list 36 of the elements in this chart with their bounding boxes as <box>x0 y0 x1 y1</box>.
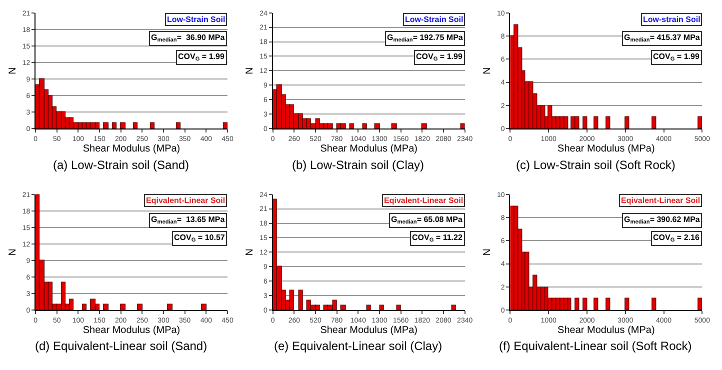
y-axis-title: N <box>482 67 493 74</box>
x-axis-title: Shear Modulus (MPa) <box>558 324 655 336</box>
text: (a) Low-Strain soil (Sand) <box>53 158 190 172</box>
annotation: Eqivalent-Linear Soil <box>621 196 700 205</box>
x-axis-title: Shear Modulus (MPa) <box>558 143 655 154</box>
x-axis-title: Shear Modulus (MPa) <box>320 143 418 154</box>
y-axis-title: N <box>7 67 18 74</box>
text: (b) Low-Strain soil (Clay) <box>292 158 424 172</box>
y-axis-title: N <box>7 248 18 256</box>
annotation: Eqivalent-Linear Soil <box>384 196 464 205</box>
text: (c) Low-Strain soil (Soft Rock) <box>516 158 676 172</box>
text: (d) Equivalent-Linear soil (Sand) <box>35 339 208 353</box>
x-axis-title: Shear Modulus (MPa) <box>82 324 180 336</box>
annotation: G$_{median}$= 65.08 MPa <box>391 215 463 226</box>
text: (e) Equivalent-Linear soil (Clay) <box>274 339 442 353</box>
text: (f) Equivalent-Linear soil (Soft Rock) <box>499 339 692 353</box>
annotation: COV$_{G}$ = 1.99 <box>653 52 700 63</box>
y-axis-title: N <box>244 67 256 74</box>
x-axis-title: Shear Modulus (MPa) <box>82 143 180 154</box>
annotation: Low-strain Soil <box>643 15 700 24</box>
annotation: Eqivalent-Linear Soil <box>146 196 226 205</box>
annotation: COV$_{G}$ = 11.22 <box>412 233 463 244</box>
y-axis-title: N <box>244 248 256 256</box>
annotation: COV$_{G}$ = 10.57 <box>174 233 226 244</box>
annotation: Low-Strain Soil <box>167 15 226 24</box>
annotation: G$_{median}$= 36.90 MPa <box>151 33 226 44</box>
annotation: COV$_{G}$ = 1.99 <box>416 52 463 63</box>
annotation: Low-Strain Soil <box>405 15 464 24</box>
annotation: G$_{median}$= 192.75 MPa <box>387 33 464 44</box>
y-axis-title: N <box>482 248 493 256</box>
annotation: G$_{median}$= 13.65 MPa <box>151 215 226 226</box>
annotation: G$_{median}$= 390.62 MPa <box>624 215 700 226</box>
annotation: COV$_{G}$ = 1.99 <box>178 52 225 63</box>
annotation: G$_{median}$= 415.37 MPa <box>624 33 700 44</box>
x-axis-title: Shear Modulus (MPa) <box>320 324 418 336</box>
annotation: COV$_{G}$ = 2.16 <box>653 233 700 244</box>
